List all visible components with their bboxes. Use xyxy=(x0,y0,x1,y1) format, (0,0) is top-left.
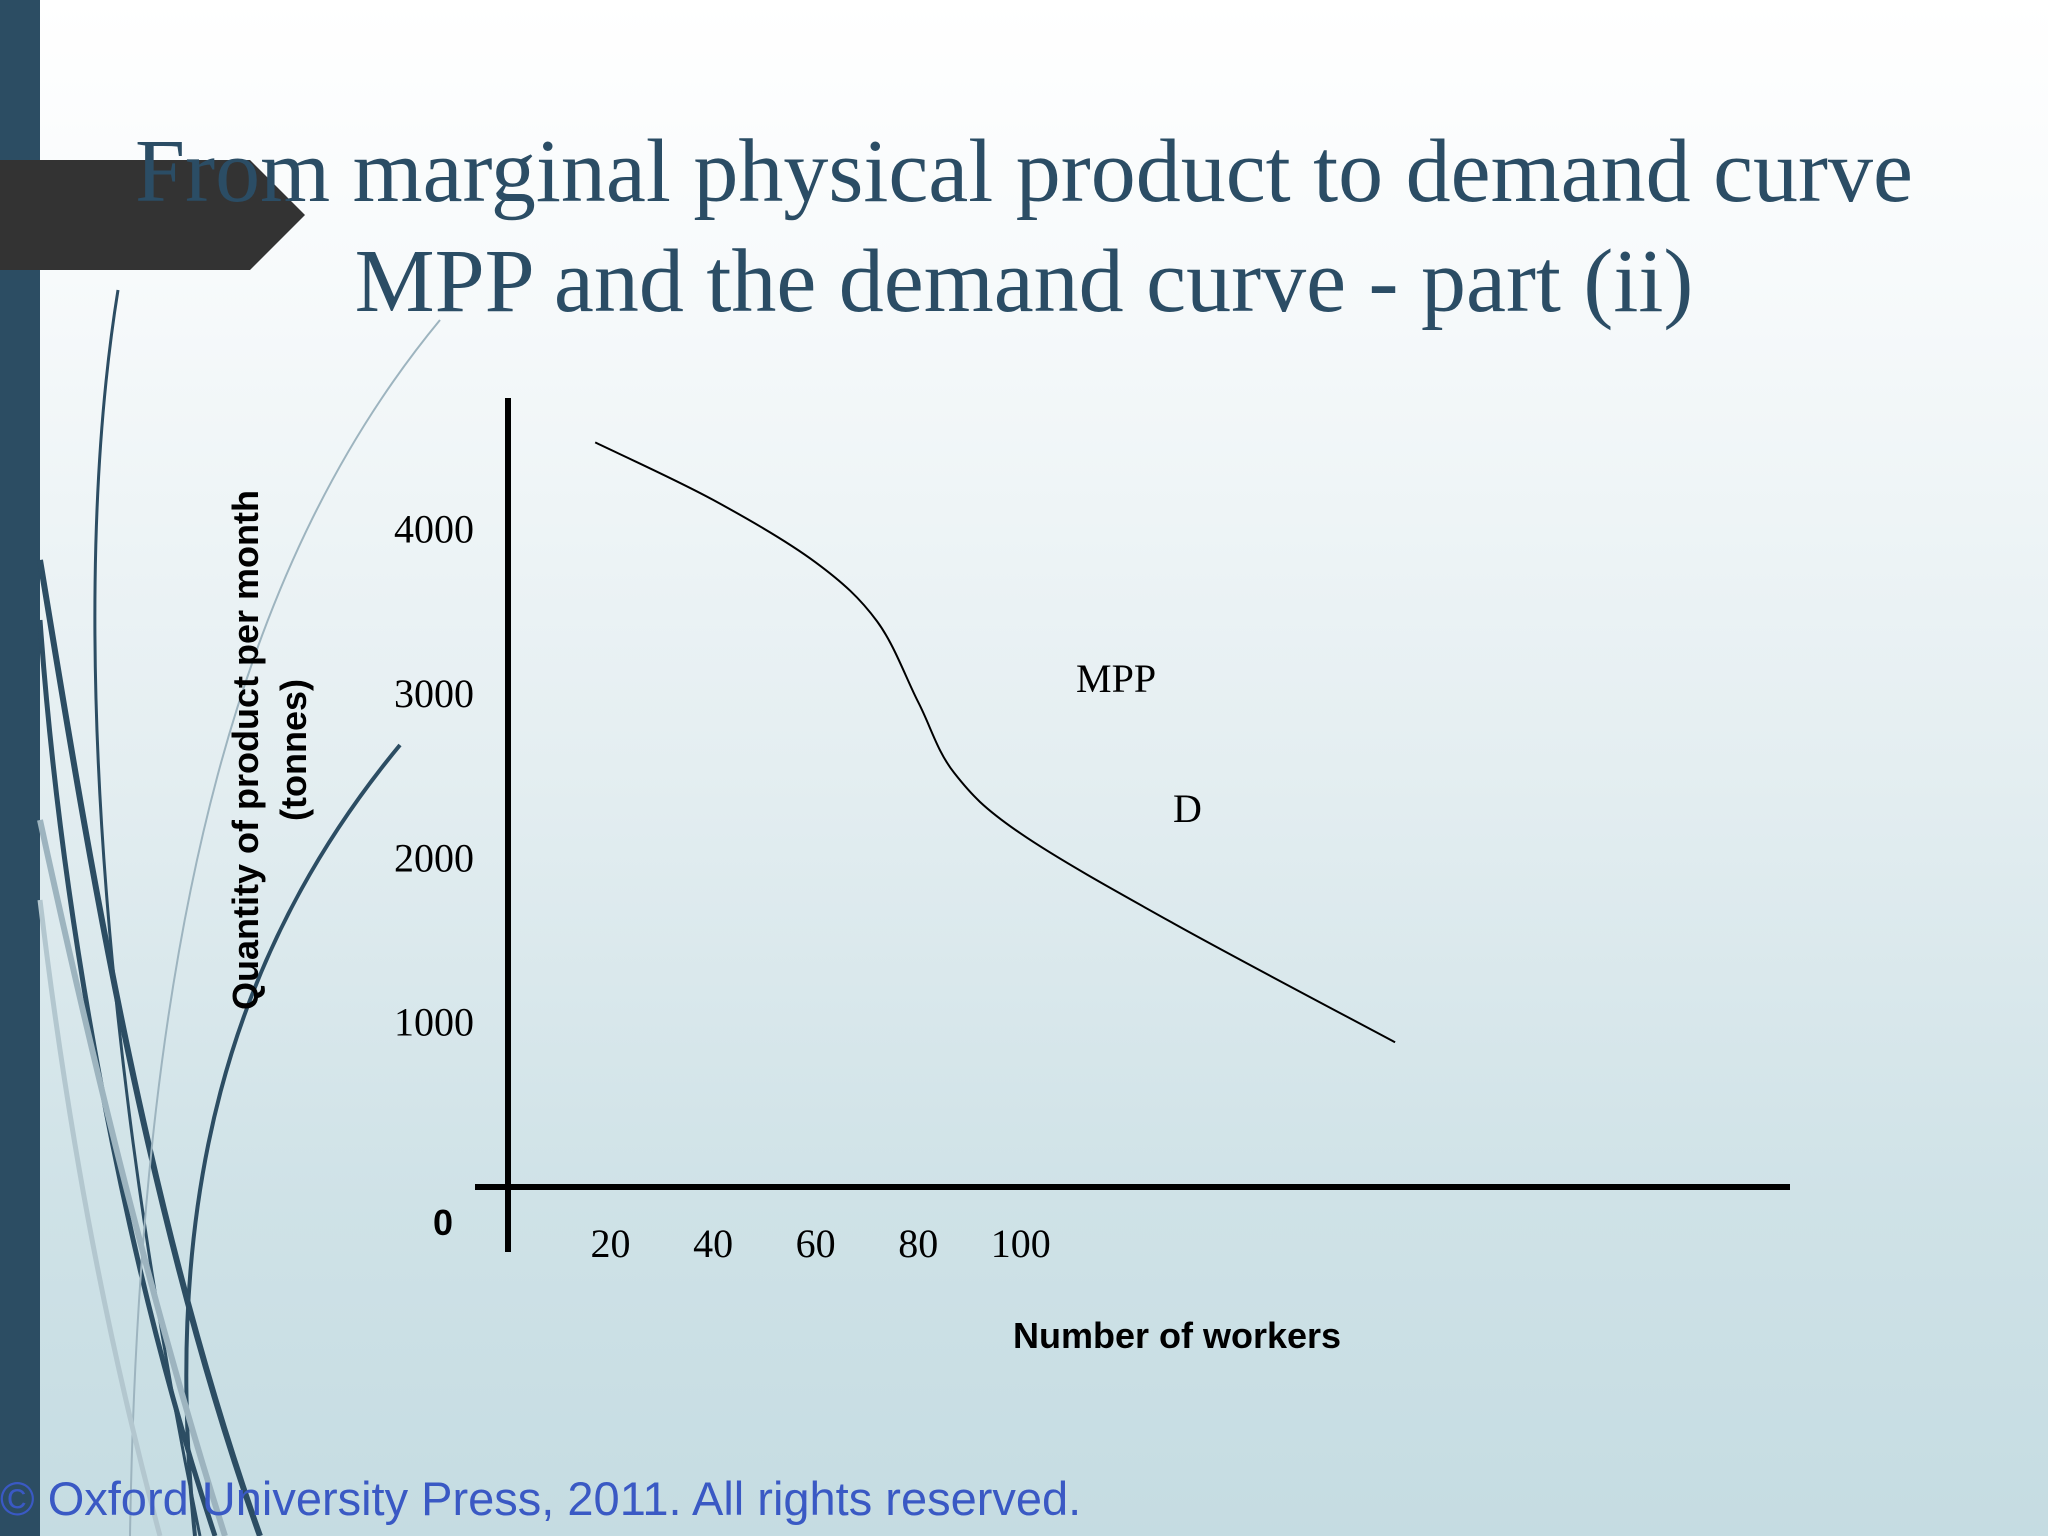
slide-title-line-1: From marginal physical product to demand… xyxy=(135,122,1913,221)
y-axis-label-line-1: Quantity of product per month xyxy=(225,490,266,1010)
y-axis-label-line-2: (tonnes) xyxy=(273,679,314,821)
copyright-notice: © Oxford University Press, 2011. All rig… xyxy=(0,1472,1082,1525)
origin-label: 0 xyxy=(433,1202,453,1243)
x-tick-label: 40 xyxy=(693,1221,733,1266)
y-tick-label: 1000 xyxy=(394,1000,474,1045)
x-tick-label: 60 xyxy=(796,1221,836,1266)
title-tab-shape xyxy=(0,160,305,270)
slide-title-line-2: MPP and the demand curve - part (ii) xyxy=(354,232,1694,331)
curve-label-mpp: MPP xyxy=(1076,656,1156,701)
x-axis-label: Number of workers xyxy=(1013,1315,1341,1356)
x-tick-label: 80 xyxy=(898,1221,938,1266)
x-tick-label: 20 xyxy=(591,1221,631,1266)
y-tick-label: 2000 xyxy=(394,835,474,880)
x-tick-label: 100 xyxy=(991,1221,1051,1266)
mpp-demand-curve xyxy=(594,441,1396,1044)
curve-label-d: D xyxy=(1173,786,1202,831)
y-tick-label: 3000 xyxy=(394,671,474,716)
y-tick-label: 4000 xyxy=(394,507,474,552)
